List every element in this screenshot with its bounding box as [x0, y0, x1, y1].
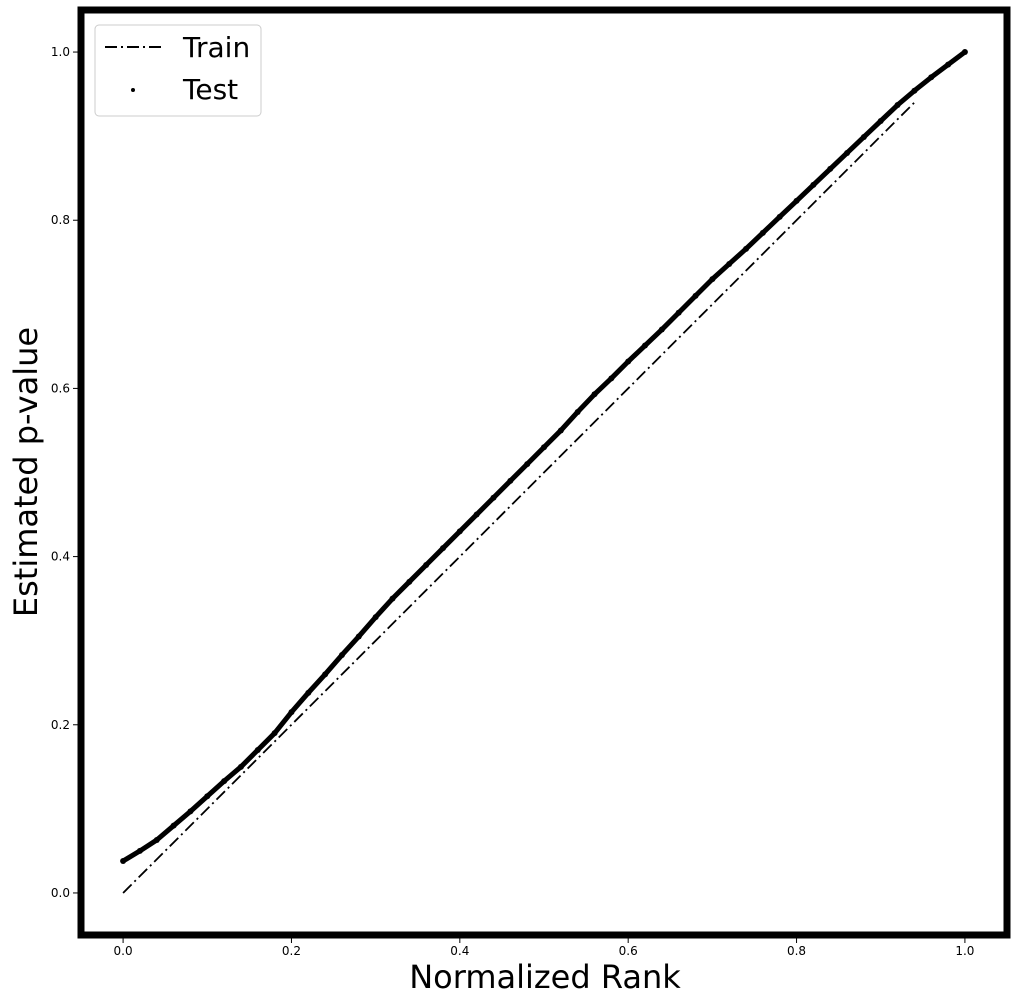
test-point [187, 808, 194, 815]
test-point [642, 342, 649, 349]
test-point [827, 165, 834, 172]
test-point [204, 793, 211, 800]
test-point [557, 427, 564, 434]
test-point [237, 763, 244, 770]
test-point [709, 276, 716, 283]
x-tick-label: 0.4 [450, 944, 469, 958]
test-point [574, 408, 581, 415]
x-axis-title: Normalized Rank [409, 958, 681, 996]
x-axis-ticks: 0.0 0.2 0.4 0.6 0.8 1.0 [114, 938, 974, 958]
test-point [894, 102, 901, 109]
test-point [759, 229, 766, 236]
test-point [625, 358, 632, 365]
test-point [541, 444, 547, 451]
test-point [743, 245, 750, 252]
test-point [911, 87, 918, 94]
test-point [793, 197, 800, 204]
train-series-layer [122, 101, 916, 894]
test-point [338, 651, 345, 658]
test-point [490, 494, 497, 501]
y-tick-label: 0.0 [51, 886, 70, 900]
test-point [153, 836, 160, 843]
test-point [288, 709, 295, 716]
x-tick-label: 0.0 [114, 944, 133, 958]
test-point [776, 213, 783, 220]
legend-test-label: Test [182, 73, 238, 106]
train-series-line [122, 101, 916, 894]
y-tick-label: 0.4 [51, 550, 70, 564]
test-point [322, 671, 329, 678]
test-point [726, 260, 733, 267]
test-point [271, 730, 278, 737]
test-point [439, 545, 446, 552]
y-tick-label: 1.0 [51, 45, 70, 59]
y-tick-label: 0.6 [51, 381, 70, 395]
test-point [877, 118, 884, 124]
test-point [692, 292, 699, 299]
legend: Train Test [94, 24, 262, 117]
x-tick-label: 0.6 [619, 944, 638, 958]
test-point [372, 614, 379, 621]
test-point [305, 689, 312, 696]
test-point [658, 326, 665, 333]
test-point [844, 149, 851, 156]
test-point [355, 633, 362, 640]
y-axis-title: Estimated p-value [7, 327, 45, 617]
test-point [221, 778, 228, 785]
test-point [423, 562, 430, 568]
x-tick-label: 1.0 [955, 944, 974, 958]
test-point [961, 49, 968, 56]
test-point [170, 822, 177, 829]
test-point [524, 461, 531, 468]
test-point [507, 477, 514, 484]
test-point [591, 391, 598, 398]
test-point [675, 309, 682, 316]
y-tick-label: 0.8 [51, 213, 70, 227]
x-tick-label: 0.8 [787, 944, 806, 958]
plot-frame [77, 6, 1011, 939]
test-point [473, 511, 480, 518]
test-point [254, 747, 261, 753]
test-point [608, 375, 615, 382]
x-tick-label: 0.2 [282, 944, 301, 958]
test-point [136, 847, 143, 854]
test-point [406, 578, 413, 585]
test-point [456, 528, 463, 535]
legend-train-label: Train [182, 31, 250, 64]
test-point [389, 595, 396, 602]
y-axis-ticks: 0.0 0.2 0.4 0.6 0.8 1.0 [51, 45, 78, 900]
test-series-layer [120, 49, 968, 864]
test-point [810, 181, 817, 188]
legend-test-marker-icon [131, 88, 135, 92]
test-point [120, 858, 127, 864]
y-tick-label: 0.2 [51, 718, 70, 732]
test-point [860, 133, 867, 140]
test-point [945, 61, 952, 68]
test-point [928, 74, 935, 81]
